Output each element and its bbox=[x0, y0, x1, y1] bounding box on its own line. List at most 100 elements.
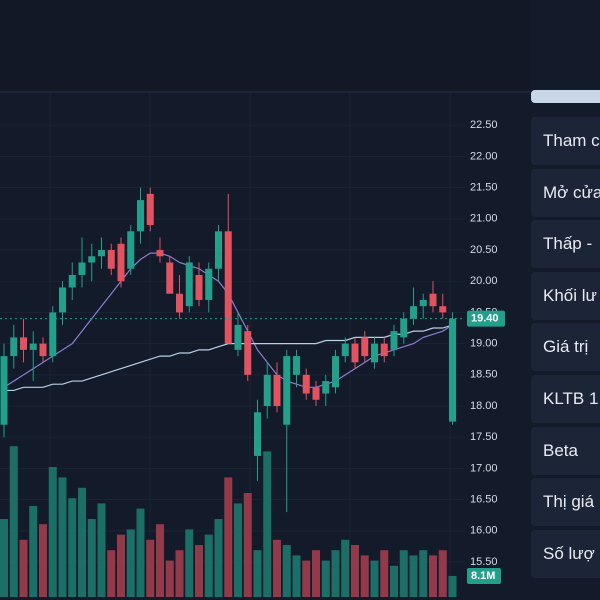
candle-body bbox=[410, 306, 417, 319]
candle-body bbox=[205, 268, 213, 300]
candle-body bbox=[117, 243, 125, 282]
volume-bar bbox=[175, 550, 184, 597]
volume-bar bbox=[165, 560, 174, 597]
candle-body bbox=[107, 250, 115, 269]
candle-body bbox=[332, 356, 339, 388]
y-tick-label: 19.00 bbox=[470, 338, 498, 350]
volume-bar bbox=[341, 539, 350, 597]
y-tick-label: 16.00 bbox=[470, 525, 498, 537]
volume-bar bbox=[156, 524, 164, 597]
info-row: KLTB 1 bbox=[531, 375, 600, 423]
candle-body bbox=[59, 287, 66, 313]
candle-body bbox=[0, 356, 8, 425]
volume-bar bbox=[302, 560, 311, 597]
candle-body bbox=[341, 343, 349, 357]
volume-bar bbox=[253, 550, 262, 597]
volume-bar bbox=[282, 545, 291, 597]
y-tick-label: 15.50 bbox=[470, 556, 498, 568]
info-row: Số lượ bbox=[531, 529, 600, 578]
candle-body bbox=[29, 343, 37, 350]
candle-body bbox=[400, 318, 408, 338]
volume-bar bbox=[273, 539, 281, 597]
candle-body bbox=[361, 337, 369, 357]
candle-body bbox=[39, 343, 47, 357]
candle-body bbox=[88, 256, 96, 263]
volume-bar bbox=[409, 555, 418, 597]
volume-bar bbox=[29, 506, 38, 597]
volume-bar bbox=[351, 545, 359, 597]
volume-bar bbox=[204, 534, 213, 597]
candle-body bbox=[20, 337, 27, 350]
candle-body bbox=[224, 231, 232, 344]
info-row: Khối lư bbox=[531, 271, 600, 320]
candle-body bbox=[215, 231, 222, 269]
candle-body bbox=[254, 412, 261, 456]
volume-bar bbox=[438, 550, 447, 597]
y-tick-label: 18.50 bbox=[470, 369, 498, 381]
info-row: Thấp - bbox=[531, 220, 600, 269]
candle-body bbox=[78, 262, 86, 275]
volume-bar bbox=[117, 534, 125, 597]
volume-bar bbox=[243, 493, 252, 597]
candle-body bbox=[185, 262, 193, 307]
y-tick-label: 22.00 bbox=[470, 150, 498, 162]
candle-body bbox=[166, 262, 174, 294]
candle-body bbox=[449, 318, 456, 422]
info-row: Mở cửa bbox=[531, 168, 600, 217]
candle-body bbox=[195, 274, 203, 300]
candle-body bbox=[283, 356, 291, 425]
candle-body bbox=[429, 293, 437, 307]
info-row: Giá trị bbox=[531, 323, 600, 372]
volume-bar bbox=[390, 565, 398, 597]
candle-body bbox=[371, 343, 378, 363]
volume-bar bbox=[419, 550, 428, 597]
candle-body bbox=[10, 337, 18, 357]
volume-bar bbox=[195, 545, 203, 597]
volume-bar bbox=[331, 550, 340, 597]
volume-bar bbox=[360, 555, 369, 597]
volume-bar bbox=[214, 519, 223, 597]
volume-bar bbox=[224, 477, 233, 597]
volume-bar bbox=[185, 529, 194, 597]
candle-body bbox=[68, 274, 76, 288]
last-price-label: 19.40 bbox=[471, 313, 499, 325]
y-tick-label: 17.00 bbox=[470, 462, 498, 474]
candle-body bbox=[419, 299, 427, 307]
volume-bar bbox=[68, 498, 77, 597]
candle-body bbox=[293, 356, 300, 375]
volume-bar bbox=[370, 560, 379, 597]
candle-body bbox=[176, 293, 183, 313]
candle-body bbox=[49, 312, 57, 357]
candle-body bbox=[302, 374, 310, 394]
info-row: Tham c bbox=[531, 117, 600, 165]
chart: 22.5022.0021.5021.0020.5020.0019.5019.00… bbox=[0, 91, 530, 600]
volume-bar bbox=[234, 503, 242, 597]
volume-bar bbox=[97, 503, 106, 597]
candle-body bbox=[146, 193, 154, 226]
y-tick-label: 20.50 bbox=[470, 244, 498, 256]
volume-bar bbox=[136, 508, 145, 597]
volume-bar bbox=[429, 555, 437, 597]
y-tick-label: 16.50 bbox=[470, 494, 498, 506]
volume-bar bbox=[312, 550, 320, 597]
candle-body bbox=[244, 331, 252, 375]
volume-bar bbox=[146, 539, 155, 597]
volume-bar bbox=[78, 487, 86, 597]
volume-bar bbox=[107, 550, 116, 597]
panel-tab[interactable] bbox=[531, 90, 600, 103]
y-tick-label: 20.00 bbox=[470, 275, 498, 287]
volume-bar bbox=[48, 467, 57, 597]
info-row: Thị giá bbox=[531, 478, 600, 527]
candle-body bbox=[380, 343, 388, 357]
volume-bar bbox=[292, 555, 301, 597]
info-row: Beta bbox=[531, 426, 600, 475]
info-panel: Tham c Mở cửa Thấp - Khối lư Giá trị KLTB 1 Be… bbox=[531, 90, 600, 600]
volume-bar bbox=[321, 560, 330, 597]
volume-bar bbox=[126, 529, 135, 597]
volume-bar bbox=[0, 519, 8, 597]
candle-body bbox=[156, 250, 164, 257]
y-tick-label: 18.00 bbox=[470, 400, 498, 412]
volume-bar bbox=[399, 550, 408, 597]
y-tick-label: 21.50 bbox=[470, 182, 498, 194]
